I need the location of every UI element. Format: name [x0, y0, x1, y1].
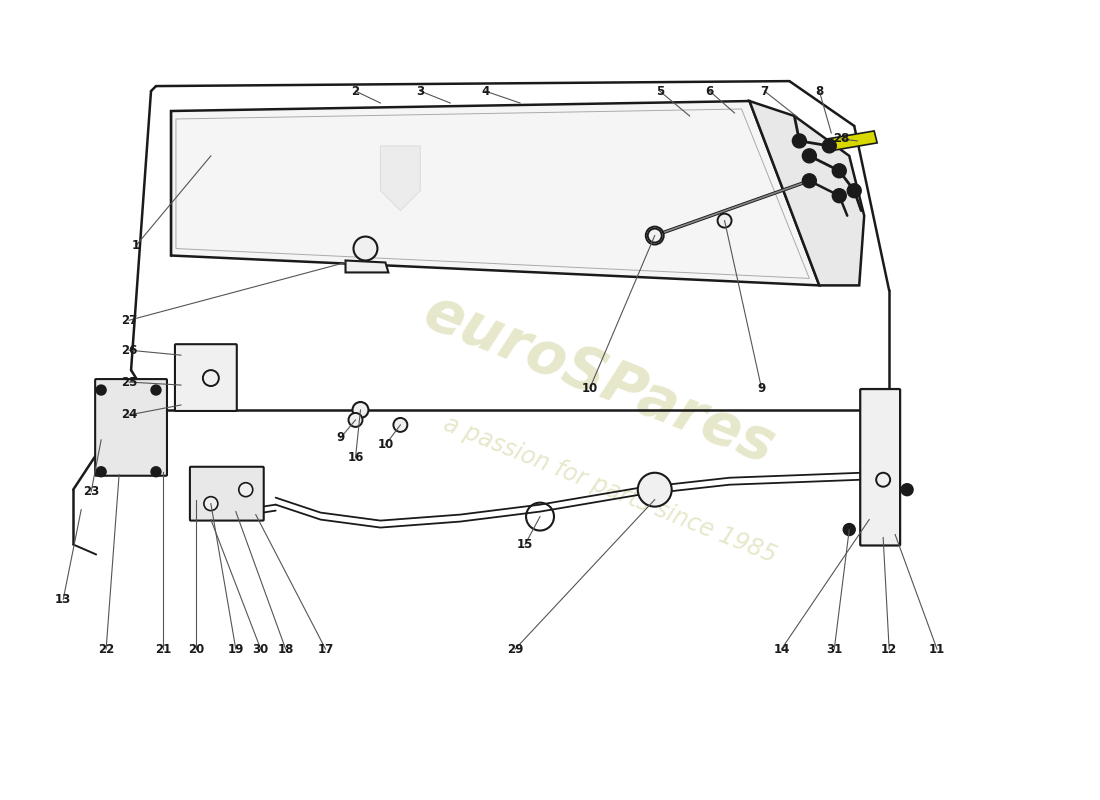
Circle shape [638, 473, 672, 506]
Text: 20: 20 [188, 642, 204, 656]
Circle shape [202, 370, 219, 386]
Text: 22: 22 [98, 642, 114, 656]
Text: 31: 31 [826, 642, 843, 656]
Text: 6: 6 [705, 85, 714, 98]
Circle shape [353, 237, 377, 261]
Text: 11: 11 [928, 642, 945, 656]
Text: 25: 25 [121, 375, 138, 389]
Text: 19: 19 [228, 642, 244, 656]
Circle shape [96, 385, 106, 395]
Text: 14: 14 [773, 642, 790, 656]
Text: 9: 9 [757, 382, 766, 394]
Text: 7: 7 [760, 85, 769, 98]
Text: 1: 1 [132, 239, 140, 252]
Circle shape [717, 214, 732, 228]
Text: 3: 3 [416, 85, 425, 98]
FancyBboxPatch shape [190, 466, 264, 521]
Circle shape [648, 229, 662, 242]
Text: euroSPares: euroSPares [416, 284, 783, 477]
Text: 18: 18 [277, 642, 294, 656]
FancyBboxPatch shape [96, 379, 167, 476]
Circle shape [847, 184, 861, 198]
Text: a passion for parts since 1985: a passion for parts since 1985 [440, 412, 780, 568]
Circle shape [844, 523, 855, 535]
Text: 5: 5 [656, 85, 663, 98]
Text: 29: 29 [507, 642, 524, 656]
Circle shape [352, 402, 368, 418]
Circle shape [96, 466, 106, 477]
Polygon shape [345, 261, 388, 273]
Circle shape [646, 226, 663, 245]
Text: 13: 13 [55, 593, 72, 606]
Polygon shape [381, 146, 420, 210]
Text: 10: 10 [377, 438, 394, 451]
Circle shape [901, 484, 913, 496]
Circle shape [204, 497, 218, 510]
Polygon shape [827, 131, 877, 151]
Text: 8: 8 [815, 85, 824, 98]
Circle shape [802, 149, 816, 163]
Circle shape [833, 164, 846, 178]
Text: 28: 28 [833, 133, 849, 146]
Text: 10: 10 [582, 382, 598, 394]
Text: 4: 4 [481, 85, 490, 98]
Polygon shape [170, 101, 820, 286]
Circle shape [823, 139, 836, 153]
Text: 9: 9 [337, 431, 344, 444]
Text: 30: 30 [253, 642, 268, 656]
Text: 27: 27 [121, 314, 138, 326]
Text: 15: 15 [517, 538, 534, 551]
Text: 17: 17 [318, 642, 333, 656]
Circle shape [833, 189, 846, 202]
Text: 26: 26 [121, 344, 138, 357]
Text: 24: 24 [121, 409, 138, 422]
Circle shape [239, 482, 253, 497]
Polygon shape [749, 101, 865, 286]
Text: 2: 2 [351, 85, 360, 98]
Circle shape [349, 413, 363, 427]
FancyBboxPatch shape [860, 389, 900, 546]
Circle shape [151, 385, 161, 395]
Text: 23: 23 [82, 485, 99, 498]
Circle shape [792, 134, 806, 148]
Text: 21: 21 [155, 642, 172, 656]
Text: 16: 16 [348, 451, 364, 464]
Circle shape [394, 418, 407, 432]
Text: 12: 12 [881, 642, 898, 656]
Circle shape [802, 174, 816, 188]
Circle shape [151, 466, 161, 477]
FancyBboxPatch shape [175, 344, 236, 411]
